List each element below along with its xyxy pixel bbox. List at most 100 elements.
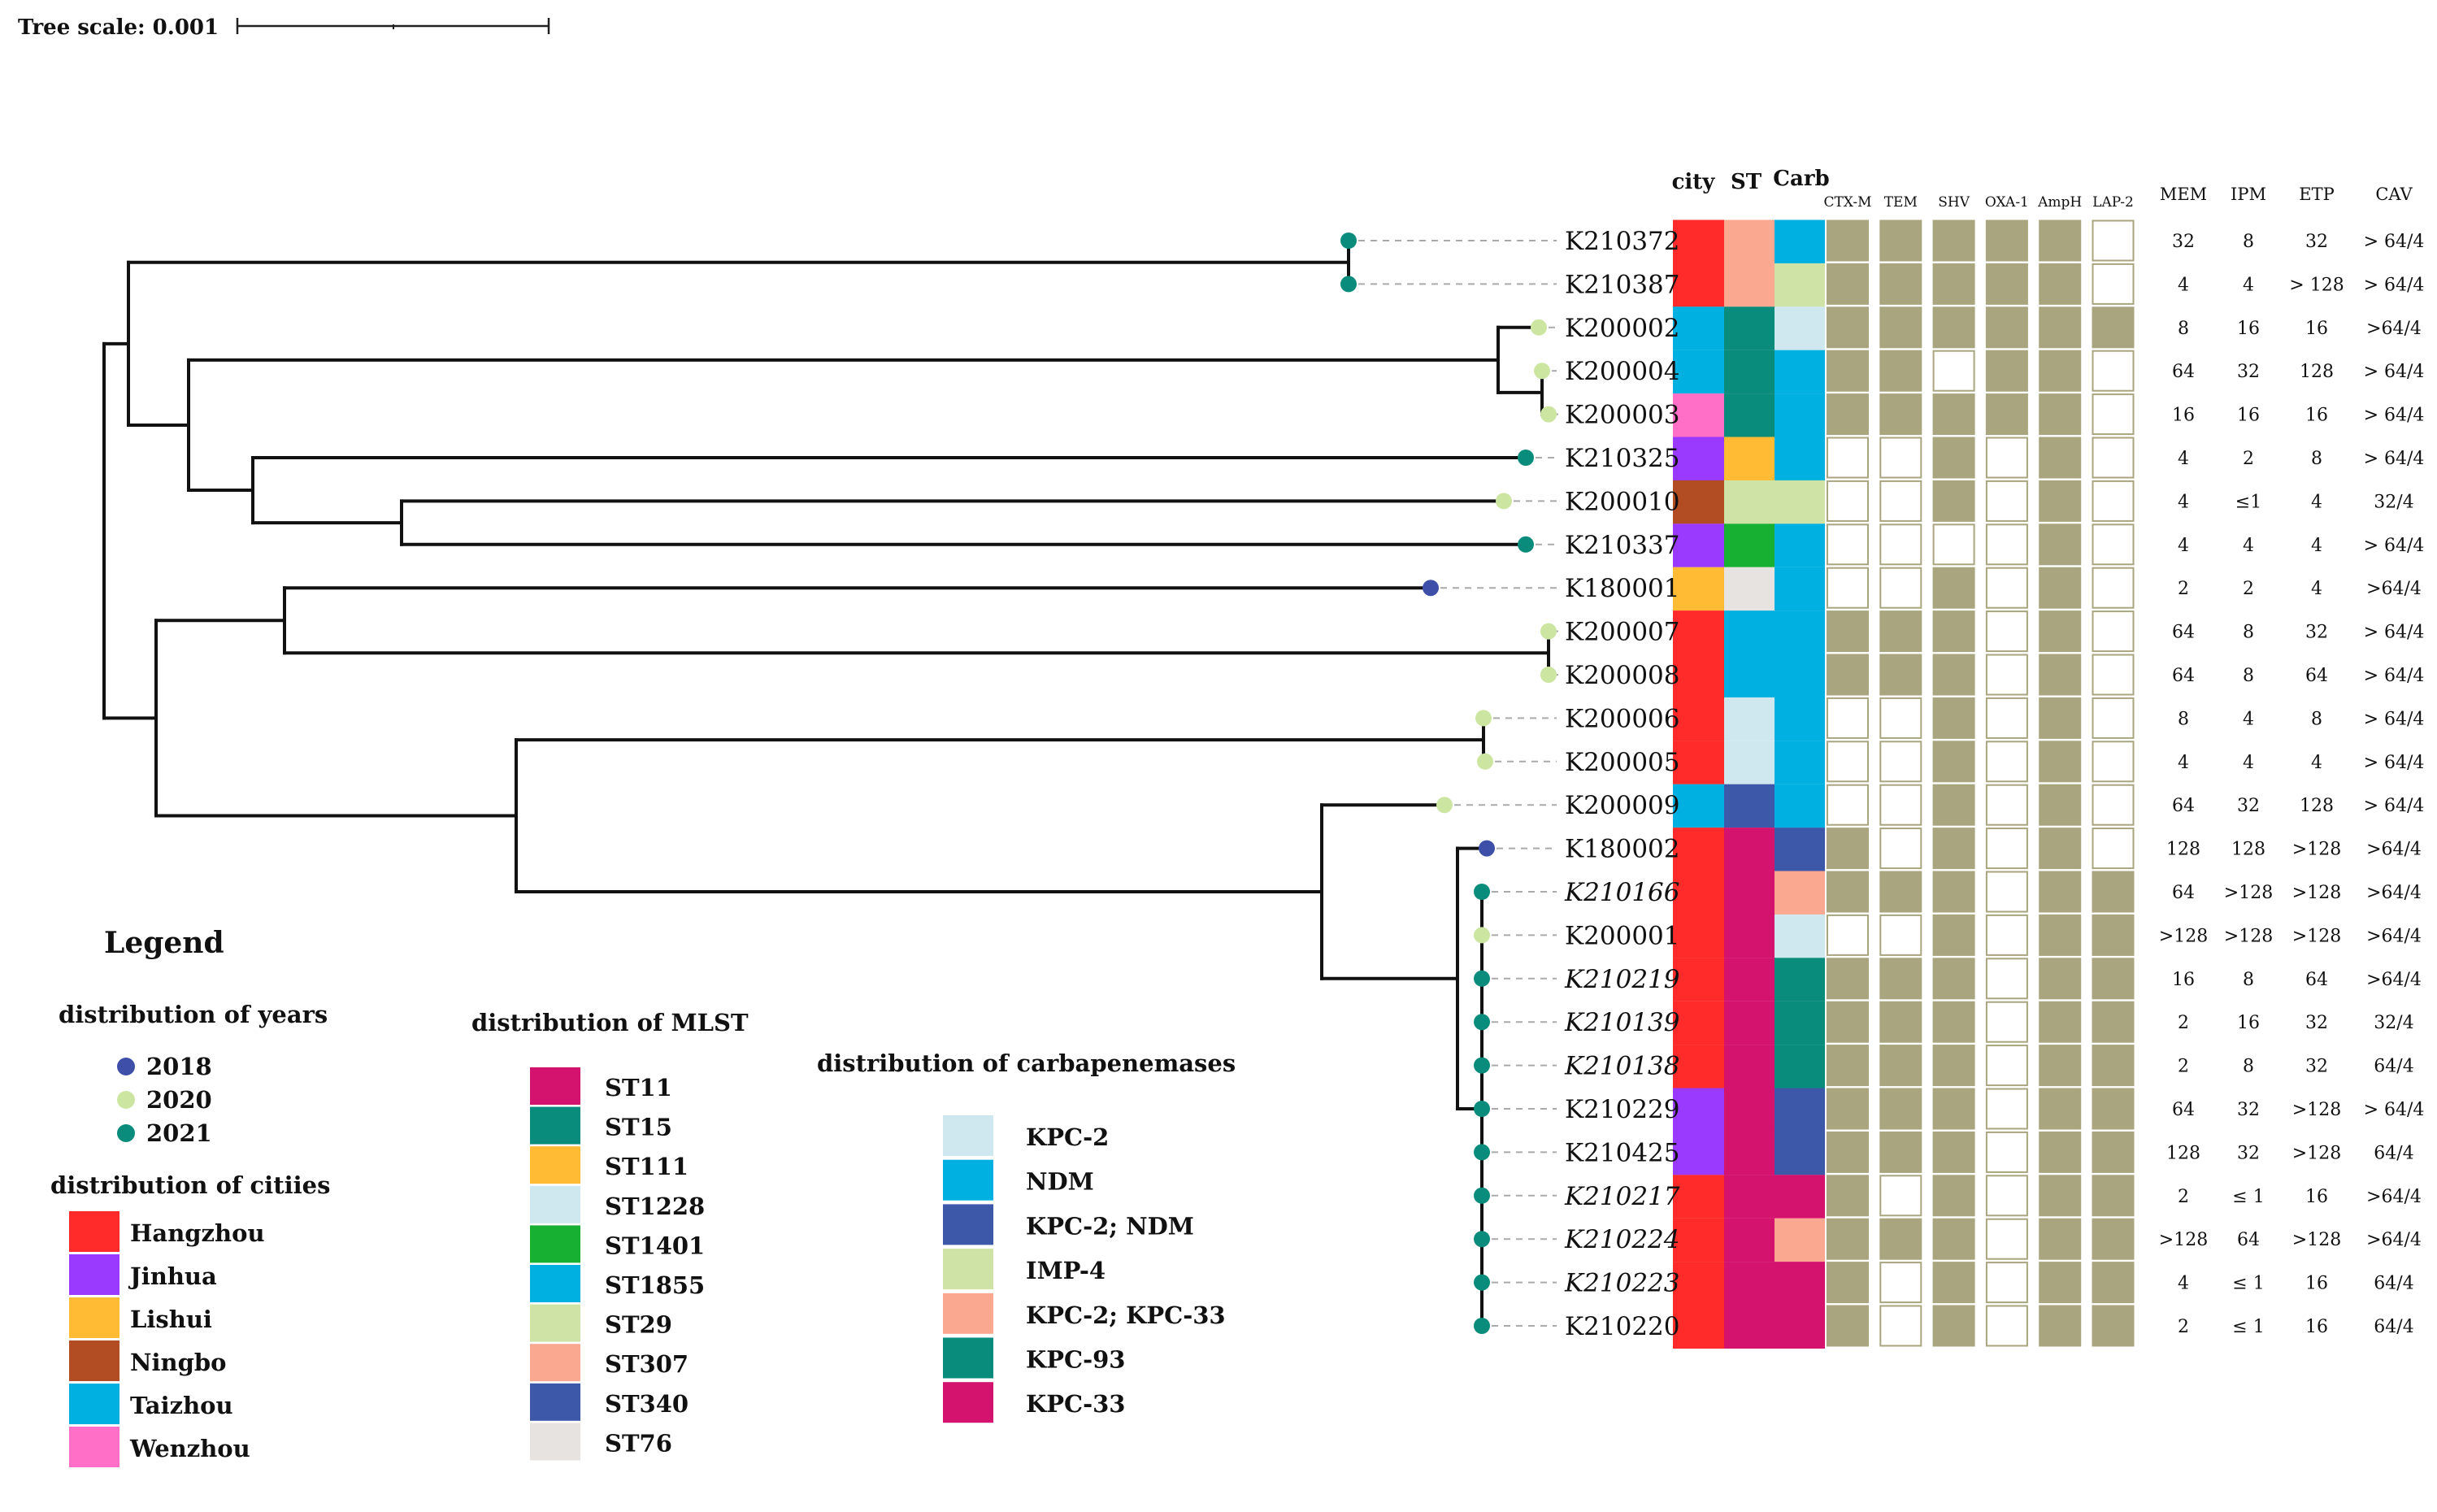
gene-cell-lap2 xyxy=(2092,1175,2135,1217)
legend-st-label: ST111 xyxy=(605,1153,689,1180)
isolate-label: K210425 xyxy=(1565,1138,1680,1167)
gene-cell-ctxm xyxy=(1827,1218,1869,1260)
isolate-row-k210325: 4 2 8 > 64/4 K210325 xyxy=(1565,437,2424,480)
legend-st-label: ST11 xyxy=(605,1074,672,1101)
mic-value-mem: >128 xyxy=(2159,1230,2208,1250)
mic-value-mem: 64 xyxy=(2172,623,2195,643)
gene-cell-tem xyxy=(1879,741,1922,783)
gene-cell-oxa1 xyxy=(1985,741,2028,783)
tip-year-circle xyxy=(1474,927,1490,944)
gene-cell-shv xyxy=(1932,1175,1975,1217)
isolate-row-k210138: 2 8 32 64/4 K210138 xyxy=(1564,1045,2414,1088)
legend-st-label: ST1228 xyxy=(605,1193,705,1220)
gene-cell-tem xyxy=(1879,480,1922,522)
mic-value-mem: 32 xyxy=(2172,232,2195,252)
isolate-row-k210219: 16 8 64 >64/4 K210219 xyxy=(1564,958,2422,1001)
legend-carb-label: KPC-33 xyxy=(1026,1390,1126,1418)
gene-cell-shv xyxy=(1932,914,1975,956)
tip-year-circle xyxy=(1340,276,1357,293)
gene-cell-lap2 xyxy=(2092,654,2135,696)
gene-cell-tem xyxy=(1879,1175,1922,1217)
isolate-row-k210217: 2 ≤ 1 16 >64/4 K210217 xyxy=(1564,1175,2422,1219)
gene-cell-ctxm xyxy=(1827,871,1869,913)
legend-carb-label: KPC-2; NDM xyxy=(1026,1212,1194,1240)
legend-st-swatch xyxy=(530,1344,580,1382)
isolate-label: K210166 xyxy=(1564,878,1680,907)
gene-cell-lap2 xyxy=(2092,306,2135,349)
st-cell xyxy=(1724,263,1775,307)
city-cell xyxy=(1673,654,1724,697)
isolate-row-k200009: 64 32 128 > 64/4 K200009 xyxy=(1565,784,2424,828)
mic-value-ipm: 16 xyxy=(2237,406,2260,426)
carb-cell xyxy=(1775,654,1825,697)
isolate-label: K210217 xyxy=(1564,1182,1680,1211)
header-gene-ctxm: CTX-M xyxy=(1824,194,1872,211)
isolate-label: K180001 xyxy=(1565,574,1680,603)
legend-carb-swatch xyxy=(943,1115,993,1156)
gene-cell-shv xyxy=(1932,1045,1975,1087)
mic-value-cav: > 64/4 xyxy=(2364,1100,2425,1120)
gene-cell-amph xyxy=(2039,828,2082,870)
gene-cell-ctxm xyxy=(1827,1088,1869,1130)
carb-cell xyxy=(1775,958,1825,1001)
st-cell xyxy=(1724,914,1775,958)
isolate-label: K200006 xyxy=(1565,704,1680,733)
gene-cell-shv xyxy=(1932,1001,1975,1043)
gene-cell-oxa1 xyxy=(1985,958,2028,1000)
mic-value-cav: 64/4 xyxy=(2374,1317,2413,1337)
isolate-label: K200004 xyxy=(1565,357,1680,386)
city-cell xyxy=(1673,1088,1724,1132)
gene-cell-shv xyxy=(1932,480,1975,522)
tip-year-circle xyxy=(1474,1231,1490,1248)
city-cell xyxy=(1673,914,1724,958)
city-cell xyxy=(1673,263,1724,307)
isolate-row-k210223: 4 ≤ 1 16 64/4 K210223 xyxy=(1564,1262,2414,1306)
gene-cell-amph xyxy=(2039,1175,2082,1217)
carb-cell xyxy=(1775,1001,1825,1045)
gene-cell-lap2 xyxy=(2092,480,2135,522)
legend-year-label-2018: 2018 xyxy=(146,1053,212,1080)
mic-value-ipm: ≤1 xyxy=(2235,492,2261,512)
gene-cell-amph xyxy=(2039,306,2082,349)
mic-value-ipm: 8 xyxy=(2243,666,2254,686)
gene-cell-oxa1 xyxy=(1985,871,2028,913)
gene-cell-lap2 xyxy=(2092,1088,2135,1130)
gene-cell-shv xyxy=(1932,1088,1975,1130)
st-cell xyxy=(1724,306,1775,350)
tree-scale: Tree scale: 0.001 xyxy=(18,15,550,40)
mic-value-cav: > 64/4 xyxy=(2364,362,2425,382)
gene-cell-tem xyxy=(1879,219,1922,262)
gene-cell-ctxm xyxy=(1827,567,1869,609)
legend-st-label: ST1401 xyxy=(605,1232,705,1259)
gene-cell-lap2 xyxy=(2092,697,2135,739)
mic-value-mem: 2 xyxy=(2178,1057,2189,1077)
tip-year-circle xyxy=(1423,580,1439,597)
gene-cell-tem xyxy=(1879,350,1922,392)
gene-cell-amph xyxy=(2039,393,2082,436)
header-mic-cav: CAV xyxy=(2375,185,2413,204)
mic-value-cav: >64/4 xyxy=(2366,319,2422,339)
isolate-row-k210337: 4 4 4 > 64/4 K210337 xyxy=(1565,524,2424,567)
tip-year-circle xyxy=(1474,1144,1490,1161)
mic-value-mem: 128 xyxy=(2166,840,2200,860)
mic-value-mem: 2 xyxy=(2178,1187,2189,1207)
gene-cell-amph xyxy=(2039,871,2082,913)
carb-cell xyxy=(1775,1218,1825,1262)
gene-cell-amph xyxy=(2039,1045,2082,1087)
isolate-row-k210139: 2 16 32 32/4 K210139 xyxy=(1564,1001,2414,1045)
city-cell xyxy=(1673,567,1724,611)
gene-cell-amph xyxy=(2039,958,2082,1000)
mic-value-ipm: 8 xyxy=(2243,1057,2254,1077)
gene-cell-tem xyxy=(1879,393,1922,436)
city-cell xyxy=(1673,784,1724,828)
mic-value-ipm: 16 xyxy=(2237,319,2260,339)
city-cell xyxy=(1673,1001,1724,1045)
mic-value-mem: 64 xyxy=(2172,362,2195,382)
mic-value-cav: >64/4 xyxy=(2366,579,2422,599)
gene-cell-lap2 xyxy=(2092,1305,2135,1347)
gene-cell-lap2 xyxy=(2092,219,2135,262)
gene-cell-shv xyxy=(1932,1218,1975,1260)
mic-value-ipm: 32 xyxy=(2237,796,2260,816)
gene-cell-lap2 xyxy=(2092,263,2135,305)
legend-carb-label: NDM xyxy=(1026,1168,1094,1196)
